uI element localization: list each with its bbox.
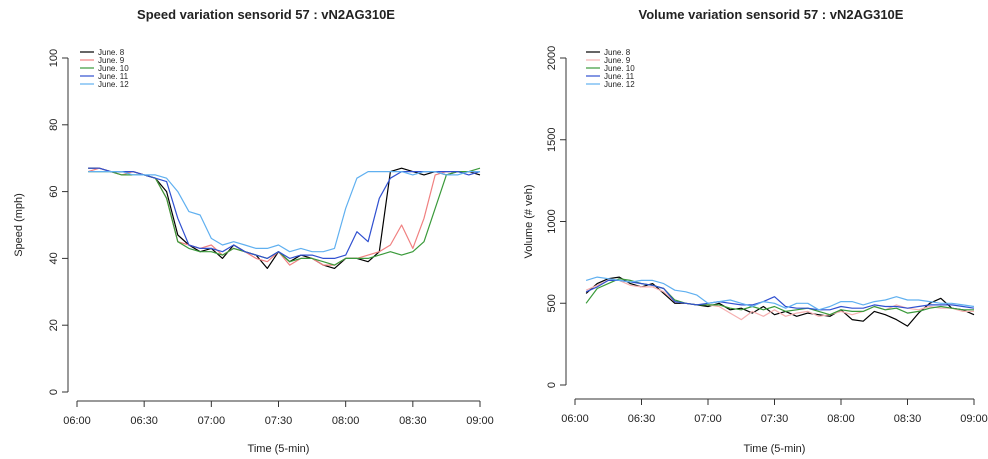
series-line-2 [88,167,480,266]
y-tick-label: 80 [48,119,60,131]
x-tick-label: 08:30 [399,415,427,427]
legend-label: June. 9 [98,56,125,65]
y-tick-label: 1000 [546,209,558,233]
legend-label: June. 8 [604,48,631,57]
legend-label: June. 10 [604,64,635,73]
chart-panel-1: Speed variation sensorid 57 : vN2AG310E 0… [13,7,494,455]
y-axis-label: Volume (# veh) [523,185,535,259]
legend-label: June. 9 [604,56,631,65]
chart-title: Volume variation sensorid 57 : vN2AG310E [639,7,904,22]
y-tick-label: 2000 [546,46,558,70]
x-tick-label: 08:00 [332,415,360,427]
x-tick-label: 07:00 [198,415,226,427]
legend-label: June. 12 [604,80,635,89]
x-tick-label: 07:30 [761,413,789,425]
legend-label: June. 11 [98,72,129,81]
series-line-4 [585,279,975,311]
x-tick-label: 09:00 [960,413,988,425]
x-tick-label: 06:30 [130,415,158,427]
y-tick-label: 40 [48,252,60,264]
x-tick-label: 06:00 [63,415,91,427]
y-tick-label: 60 [48,185,60,197]
y-tick-label: 0 [546,382,558,388]
x-axis-label: Time (5-min) [248,443,310,455]
legend-label: June. 10 [98,64,129,73]
series-line-5 [88,171,480,253]
x-tick-label: 07:30 [265,415,293,427]
x-axis-label: Time (5-min) [744,443,806,455]
y-axis-label: Speed (mph) [13,193,25,257]
x-tick-label: 07:00 [694,413,722,425]
x-tick-label: 06:30 [628,413,656,425]
chart-title: Speed variation sensorid 57 : vN2AG310E [137,7,395,22]
y-tick-label: 100 [48,49,60,67]
y-tick-label: 1500 [546,128,558,152]
series-line-3 [88,167,481,266]
y-tick-label: 500 [546,294,558,312]
legend-label: June. 11 [604,72,635,81]
series-line-5 [585,276,975,311]
x-tick-label: 08:00 [827,413,855,425]
legend-label: June. 12 [98,80,129,89]
chart-panel-2: Volume variation sensorid 57 : vN2AG310E… [523,7,988,455]
x-tick-label: 08:30 [894,413,922,425]
x-tick-label: 06:00 [561,413,589,425]
series-line-4 [88,167,481,259]
series-line-1 [88,167,481,269]
legend-label: June. 8 [98,48,125,57]
y-tick-label: 0 [48,389,60,395]
y-tick-label: 20 [48,319,60,331]
x-tick-label: 09:00 [466,415,494,427]
